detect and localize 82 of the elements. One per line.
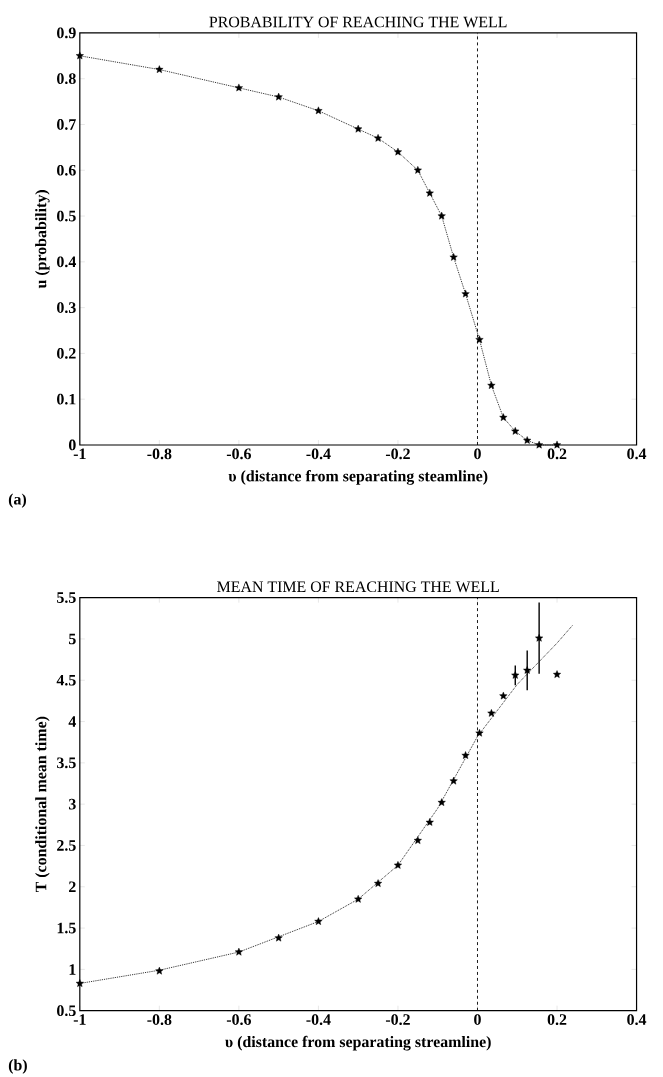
x-tick-label: -0.4	[306, 1014, 331, 1026]
point	[234, 947, 243, 956]
text: (b)	[8, 1059, 27, 1074]
point	[475, 335, 484, 344]
x-tick-label: -0.8	[147, 1014, 172, 1026]
x-axis-title: υ (distance from separating streamline)	[224, 1035, 491, 1051]
y-tick-label: 0.2	[56, 348, 76, 359]
y-tick-label: 0.4	[56, 256, 76, 268]
x-tick-label: -0.6	[226, 448, 251, 460]
y-tick-label: 0.5	[56, 1005, 76, 1017]
y-tick-label: 5	[68, 633, 76, 645]
point	[353, 124, 362, 133]
x-tick-label: 0.4	[627, 448, 646, 460]
point	[425, 818, 434, 826]
x-tick-label: -0.2	[385, 448, 410, 460]
point	[511, 671, 520, 679]
y-tick-label: 2.5	[56, 840, 76, 851]
y-axis-title: u (probability)	[34, 190, 50, 289]
point	[155, 966, 164, 975]
y-tick-label: 3	[68, 798, 76, 810]
chart-title: PROBABILITY OF REACHING THE WELL	[209, 16, 507, 28]
point	[353, 895, 362, 903]
point	[314, 106, 323, 115]
point	[487, 381, 496, 389]
point	[487, 709, 496, 717]
y-tick-label: 5.5	[56, 592, 76, 603]
point	[437, 211, 446, 220]
x-tick-label: 0	[473, 1014, 481, 1025]
x-tick-label: 0	[473, 448, 481, 460]
y-tick-label: 0.1	[56, 393, 76, 405]
point	[461, 751, 470, 759]
y-tick-label: 0.9	[56, 27, 76, 39]
point	[534, 440, 543, 449]
chart-title: MEAN TIME OF REACHING THE WELL	[216, 581, 499, 593]
point	[155, 65, 164, 73]
point	[393, 147, 402, 156]
y-tick-label: 4	[68, 716, 76, 727]
y-axis-title: T (conditional mean time)	[34, 716, 50, 893]
y-tick-label: 3.5	[56, 757, 76, 769]
point	[373, 134, 382, 142]
point	[449, 253, 458, 261]
point	[534, 633, 543, 642]
y-tick-label: 4.5	[56, 674, 76, 686]
point	[413, 836, 422, 844]
point	[373, 879, 382, 887]
point	[314, 917, 323, 925]
y-tick-label: 2	[68, 881, 76, 893]
point	[274, 933, 283, 942]
point	[75, 979, 84, 987]
point	[522, 666, 531, 674]
text: (a)	[8, 493, 26, 508]
x-tick-label: -0.6	[226, 1014, 251, 1026]
point	[475, 728, 484, 737]
point	[425, 188, 434, 197]
x-tick-label: -0.8	[147, 448, 172, 460]
point	[522, 436, 531, 444]
point	[511, 427, 520, 435]
x-tick-label: -0.2	[385, 1014, 410, 1026]
y-tick-label: 0.3	[56, 302, 76, 314]
y-tick-label: 0.5	[56, 210, 76, 222]
point	[437, 798, 446, 806]
point	[552, 670, 561, 678]
x-tick-label: 0.4	[627, 1014, 646, 1026]
x-tick-label: -1	[73, 1014, 86, 1025]
point	[75, 51, 84, 60]
x-tick-label: 0.2	[547, 1014, 567, 1026]
point	[461, 289, 470, 298]
point	[449, 776, 458, 785]
point	[234, 83, 243, 92]
x-tick-label: 0.2	[547, 448, 567, 460]
point	[499, 691, 508, 700]
point	[393, 861, 402, 869]
y-tick-label: 0.6	[56, 164, 76, 176]
x-tick-label: -0.4	[306, 448, 331, 460]
point	[499, 413, 508, 421]
point	[413, 166, 422, 174]
x-axis-title: υ (distance from separating steamline)	[228, 470, 488, 485]
y-tick-label: 0.7	[56, 119, 76, 130]
y-tick-label: 1	[69, 964, 76, 975]
y-tick-label: 0.8	[56, 73, 76, 85]
y-tick-label: 1.5	[57, 922, 76, 934]
point	[274, 92, 283, 101]
